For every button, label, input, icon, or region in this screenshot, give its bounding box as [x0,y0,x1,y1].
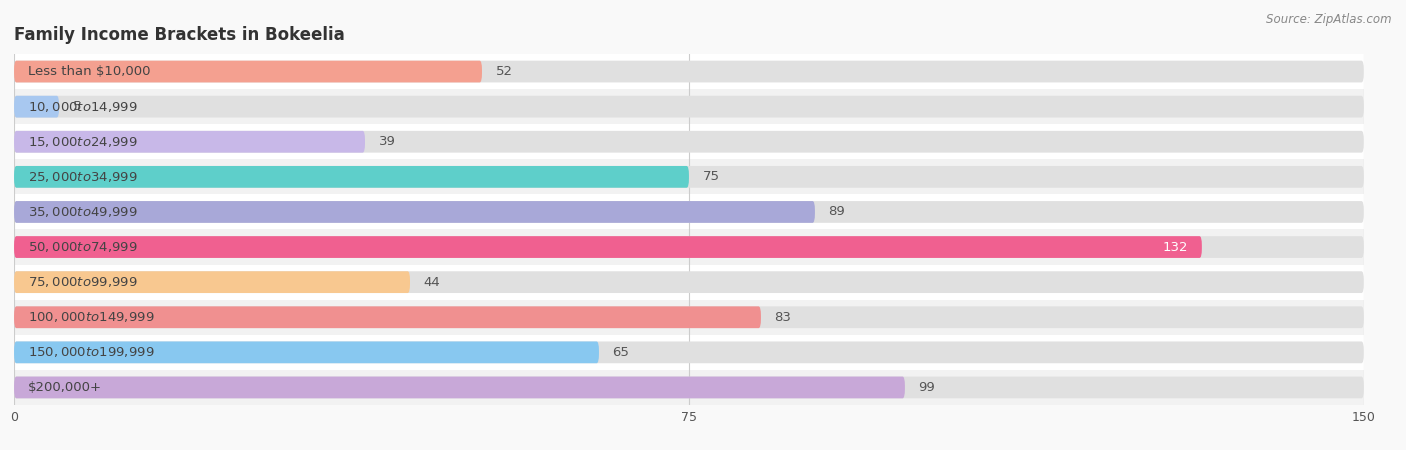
Bar [14,54,1364,89]
FancyBboxPatch shape [14,166,689,188]
Text: 83: 83 [775,311,792,324]
Text: Family Income Brackets in Bokeelia: Family Income Brackets in Bokeelia [14,26,344,44]
FancyBboxPatch shape [14,201,1364,223]
Text: $50,000 to $74,999: $50,000 to $74,999 [28,240,138,254]
Text: $75,000 to $99,999: $75,000 to $99,999 [28,275,138,289]
FancyBboxPatch shape [14,377,1364,398]
Text: 5: 5 [73,100,82,113]
Text: 75: 75 [703,171,720,183]
Text: Source: ZipAtlas.com: Source: ZipAtlas.com [1267,14,1392,27]
Bar [14,89,1364,124]
Text: 52: 52 [495,65,512,78]
Text: $15,000 to $24,999: $15,000 to $24,999 [28,135,138,149]
FancyBboxPatch shape [14,306,1364,328]
Text: $25,000 to $34,999: $25,000 to $34,999 [28,170,138,184]
FancyBboxPatch shape [14,342,1364,363]
Text: 89: 89 [828,206,845,218]
Text: 39: 39 [378,135,395,148]
FancyBboxPatch shape [14,131,1364,153]
Bar [14,370,1364,405]
Text: 44: 44 [423,276,440,288]
Text: $200,000+: $200,000+ [28,381,101,394]
FancyBboxPatch shape [14,61,1364,82]
FancyBboxPatch shape [14,306,761,328]
Text: 65: 65 [613,346,630,359]
Bar [14,335,1364,370]
FancyBboxPatch shape [14,166,1364,188]
Bar [14,300,1364,335]
FancyBboxPatch shape [14,271,1364,293]
FancyBboxPatch shape [14,236,1364,258]
Text: $100,000 to $149,999: $100,000 to $149,999 [28,310,155,324]
FancyBboxPatch shape [14,342,599,363]
Bar [14,159,1364,194]
FancyBboxPatch shape [14,61,482,82]
Text: $10,000 to $14,999: $10,000 to $14,999 [28,99,138,114]
FancyBboxPatch shape [14,377,905,398]
Text: 99: 99 [918,381,935,394]
Bar [14,194,1364,230]
Text: Less than $10,000: Less than $10,000 [28,65,150,78]
Bar [14,124,1364,159]
FancyBboxPatch shape [14,96,1364,117]
FancyBboxPatch shape [14,271,411,293]
FancyBboxPatch shape [14,131,366,153]
Text: $35,000 to $49,999: $35,000 to $49,999 [28,205,138,219]
FancyBboxPatch shape [14,236,1202,258]
Bar [14,265,1364,300]
Bar [14,230,1364,265]
FancyBboxPatch shape [14,96,59,117]
Text: $150,000 to $199,999: $150,000 to $199,999 [28,345,155,360]
FancyBboxPatch shape [14,201,815,223]
Text: 132: 132 [1163,241,1188,253]
